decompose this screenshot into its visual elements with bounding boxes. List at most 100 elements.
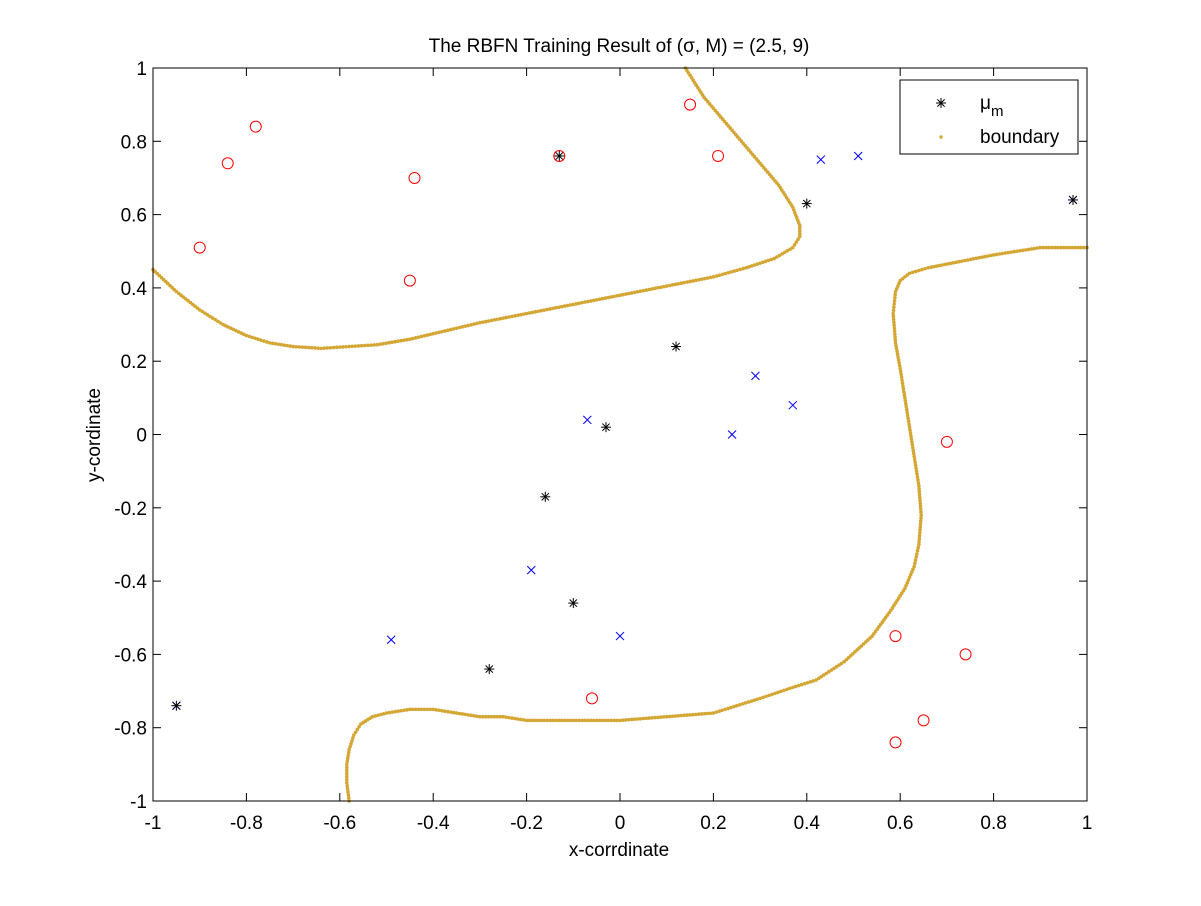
boundary-dot bbox=[711, 711, 716, 715]
boundary-dot bbox=[747, 265, 751, 269]
boundary-dot bbox=[918, 530, 922, 535]
boundary-dot bbox=[390, 710, 395, 714]
boundary-dot bbox=[454, 326, 459, 331]
boundary-dot bbox=[761, 695, 765, 700]
boundary-dot bbox=[347, 344, 351, 349]
boundary-dot bbox=[393, 339, 397, 344]
circle-data-point-shape bbox=[940, 435, 953, 448]
boundary-dot bbox=[408, 707, 412, 712]
boundary-dot bbox=[792, 243, 797, 247]
boundary-dot bbox=[744, 265, 748, 270]
boundary-dot bbox=[735, 268, 739, 273]
x-data-point-stroke-b bbox=[727, 430, 737, 439]
x-tick-label: -0.8 bbox=[230, 813, 263, 834]
boundary-dot bbox=[893, 335, 897, 339]
boundary-dot bbox=[580, 718, 584, 723]
boundary-dot bbox=[914, 466, 918, 471]
boundary-dot bbox=[918, 527, 922, 532]
boundary-dot bbox=[913, 561, 917, 566]
boundary-dot bbox=[894, 287, 899, 291]
boundary-dot bbox=[734, 703, 739, 708]
boundary-dot bbox=[399, 338, 403, 343]
boundary-dot bbox=[758, 696, 762, 701]
boundary-dot bbox=[755, 697, 759, 702]
boundary-dot bbox=[914, 469, 919, 473]
boundary-dot bbox=[431, 707, 436, 712]
boundary-dot bbox=[413, 707, 418, 712]
boundary-dot bbox=[988, 253, 993, 258]
boundary-dot bbox=[670, 283, 675, 287]
x-tick-label: 0.2 bbox=[700, 813, 726, 834]
boundary-dot bbox=[338, 345, 342, 349]
boundary-dot bbox=[977, 255, 982, 260]
boundary-dot bbox=[743, 701, 748, 705]
boundary-dot bbox=[463, 324, 468, 328]
boundary-dot bbox=[892, 329, 897, 333]
boundary-dot bbox=[345, 771, 349, 776]
boundary-dot bbox=[478, 320, 482, 325]
boundary-dot bbox=[916, 481, 921, 485]
boundary-dot bbox=[384, 341, 388, 346]
y-tick-label: 0.6 bbox=[121, 206, 147, 227]
boundary-dot bbox=[782, 688, 786, 693]
boundary-dot bbox=[322, 346, 327, 350]
boundary-dot bbox=[746, 700, 751, 704]
boundary-dot bbox=[661, 284, 666, 289]
legend-box bbox=[899, 79, 1079, 155]
circle-data-point-shape bbox=[917, 714, 930, 727]
x-data-point bbox=[582, 415, 592, 425]
boundary-dot bbox=[451, 710, 456, 715]
boundary-dot bbox=[609, 718, 614, 723]
boundary-dot bbox=[912, 564, 917, 569]
circle-data-point-shape bbox=[221, 157, 234, 170]
boundary-dot bbox=[829, 668, 834, 672]
boundary-dot bbox=[594, 718, 599, 723]
boundary-dot bbox=[1079, 245, 1083, 250]
boundary-dot bbox=[980, 255, 984, 259]
boundary-dot bbox=[934, 264, 939, 268]
boundary-dot bbox=[702, 711, 707, 716]
boundary-dot bbox=[440, 708, 444, 713]
boundary-dot bbox=[971, 257, 976, 261]
boundary-dot bbox=[758, 261, 762, 265]
boundary-dot bbox=[893, 338, 898, 342]
boundary-dot bbox=[481, 320, 485, 324]
boundary-dot bbox=[253, 336, 257, 341]
circle-data-point bbox=[403, 274, 416, 287]
boundary-dot bbox=[917, 533, 922, 538]
boundary-dot bbox=[714, 710, 719, 714]
boundary-dot bbox=[729, 705, 733, 710]
boundary-dot bbox=[903, 398, 908, 403]
boundary-dot bbox=[788, 247, 792, 251]
boundary-dot bbox=[346, 753, 351, 758]
boundary-dot bbox=[785, 248, 790, 253]
boundary-dot bbox=[376, 713, 380, 718]
boundary-dot bbox=[589, 299, 593, 303]
boundary-dot bbox=[571, 718, 576, 723]
boundary-dot bbox=[641, 288, 646, 293]
boundary-dot bbox=[918, 498, 922, 503]
boundary-dot bbox=[920, 267, 924, 272]
boundary-dot bbox=[422, 333, 427, 338]
boundary-dot bbox=[594, 298, 599, 302]
boundary-dot bbox=[565, 303, 570, 308]
boundary-dot bbox=[408, 337, 412, 342]
boundary-dot bbox=[919, 516, 923, 520]
boundary-dot bbox=[893, 296, 897, 300]
boundary-dot bbox=[908, 572, 913, 577]
boundary-dot bbox=[779, 689, 783, 694]
circle-data-point-shape bbox=[684, 98, 697, 111]
boundary-dot bbox=[891, 308, 896, 313]
boundary-dot bbox=[688, 713, 692, 717]
legend-dot-marker bbox=[939, 135, 943, 139]
boundary-dot bbox=[583, 718, 587, 723]
circle-data-point bbox=[684, 98, 697, 111]
boundary-dot bbox=[699, 712, 704, 716]
boundary-dot bbox=[345, 777, 349, 782]
boundary-dot bbox=[267, 341, 272, 345]
boundary-dot bbox=[1041, 245, 1046, 250]
boundary-dot bbox=[486, 319, 491, 323]
boundary-dot bbox=[510, 314, 514, 319]
boundary-dot bbox=[808, 680, 813, 684]
x-data-point bbox=[386, 635, 396, 645]
